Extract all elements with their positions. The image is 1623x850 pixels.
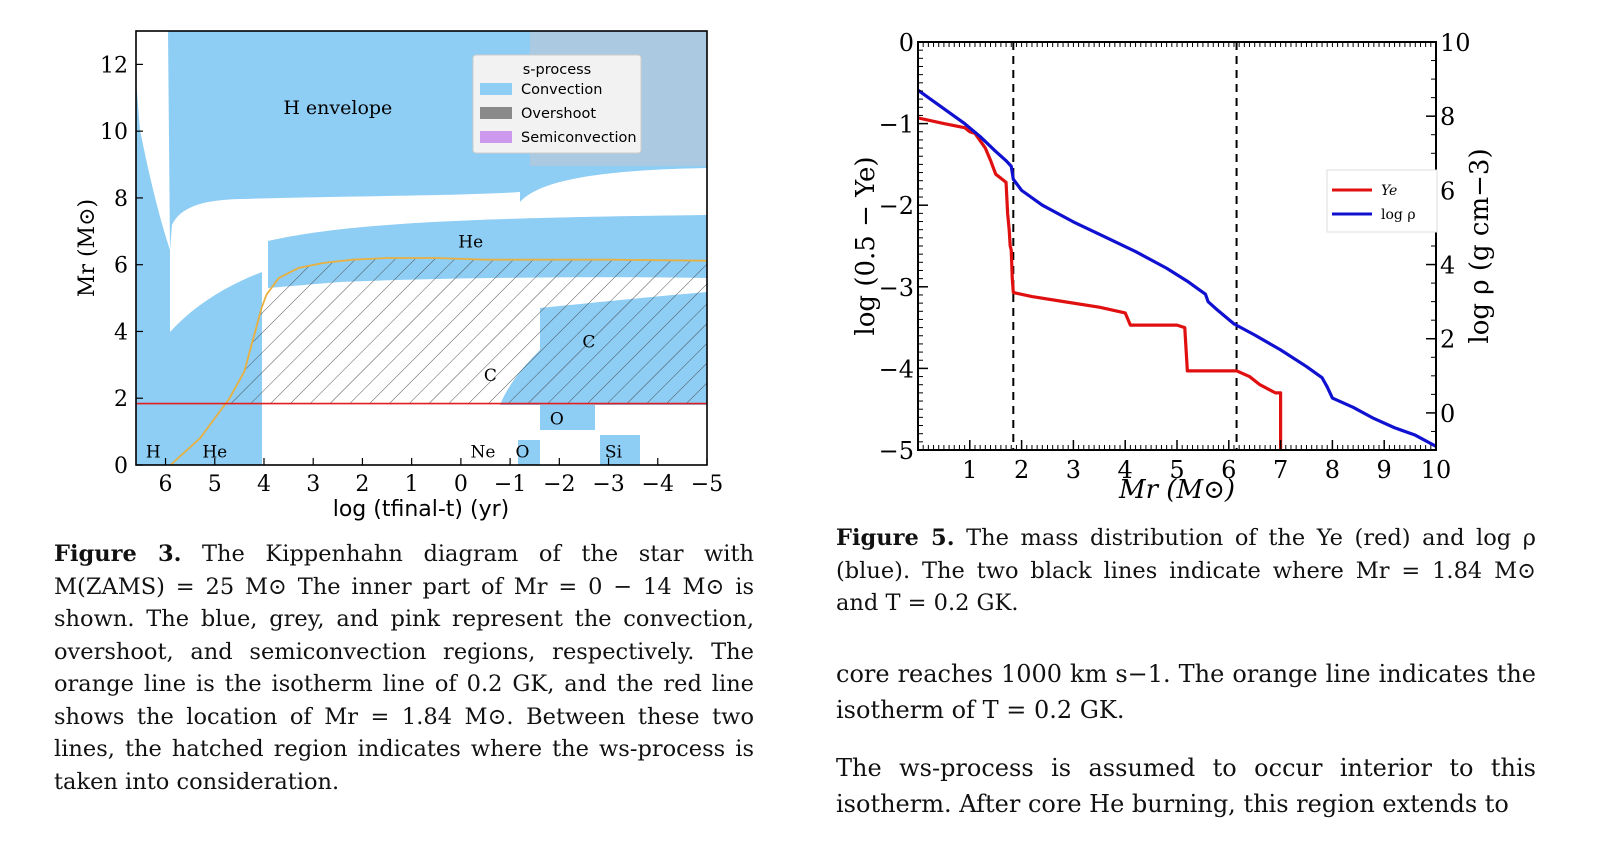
region-label: Si <box>605 443 623 463</box>
kippenhahn-xtick-label: −1 <box>494 472 526 497</box>
region-label: C <box>484 366 497 386</box>
region-label: Ne <box>471 443 496 463</box>
figure5-caption: Figure 5. The mass distribution of the Y… <box>836 522 1536 620</box>
ye-rho-ytick-right-label: 6 <box>1440 177 1455 205</box>
ye-rho-xtick-label: 7 <box>1273 456 1288 484</box>
kippenhahn-xtick-label: −5 <box>691 472 723 497</box>
legend-swatch-convection <box>480 83 512 95</box>
region-label: O <box>550 409 564 429</box>
figure3-caption: Figure 3. The Kippenhahn diagram of the … <box>54 538 754 798</box>
ye-rho-ylabel-right: log ρ (g cm−3) <box>1465 148 1495 343</box>
kippenhahn-xtick-label: 6 <box>159 472 173 497</box>
figure3-label: Figure 3. <box>54 541 182 567</box>
h-core-convection-region <box>136 80 170 465</box>
ye-rho-ytick-label: −1 <box>879 111 914 139</box>
series-line-rho <box>918 88 1436 448</box>
ye-rho-ytick-right-label: 8 <box>1440 103 1455 131</box>
ye-rho-xlabel: Mr (M⊙) <box>1118 475 1235 505</box>
kippenhahn-ytick-label: 12 <box>100 53 128 78</box>
ye-rho-ytick-right-label: 0 <box>1440 400 1455 428</box>
kippenhahn-xtick-label: −3 <box>592 472 624 497</box>
kippenhahn-xlabel: log (tfinal-t) (yr) <box>333 497 510 522</box>
ye-rho-ytick-right-label: 2 <box>1440 326 1455 354</box>
region-label: He <box>458 232 483 252</box>
kippenhahn-ytick-label: 6 <box>114 254 128 279</box>
ye-rho-chart: 1 2 3 4 5 6 7 8 9 10 0 −1 −2 −3 −4 −5 10 8 6 4 2 0 Ye log ρ… <box>851 29 1495 505</box>
region-label: O <box>515 443 529 463</box>
region-label: H <box>146 443 161 463</box>
figure5-label: Figure 5. <box>836 525 955 551</box>
ye-rho-ylabel-left: log (0.5 − Ye) <box>851 156 881 335</box>
region-label: He <box>202 443 227 463</box>
ye-rho-plot-area <box>918 42 1436 450</box>
region-label: H envelope <box>283 97 392 119</box>
o-core-convection-region <box>518 440 540 465</box>
legend-swatch-overshoot <box>480 107 512 119</box>
ye-rho-xtick-label: 9 <box>1377 456 1392 484</box>
kippenhahn-ytick-label: 0 <box>114 454 128 479</box>
legend-title: s-process <box>523 62 592 78</box>
kippenhahn-xtick-label: 4 <box>257 472 271 497</box>
kippenhahn-xtick-label: 3 <box>306 472 320 497</box>
kippenhahn-xtick-label: 0 <box>454 472 468 497</box>
figure3-caption-text: The Kippenhahn diagram of the star with … <box>54 541 754 795</box>
ye-rho-xtick-label: 10 <box>1421 456 1452 484</box>
ye-rho-ytick-label: −3 <box>879 274 914 302</box>
ye-rho-legend: Ye log ρ <box>1326 169 1438 233</box>
kippenhahn-xtick-label: −2 <box>543 472 575 497</box>
ws-process-hatched-region <box>229 258 707 404</box>
kippenhahn-frame <box>135 30 708 466</box>
he-core-convection-region <box>170 272 262 465</box>
ye-rho-ytick-right-label: 4 <box>1440 252 1455 280</box>
body-paragraph-1: core reaches 1000 km s−1. The orange lin… <box>836 660 1536 724</box>
ye-rho-xtick-label: 3 <box>1066 456 1081 484</box>
series-line-ye <box>918 116 1283 450</box>
kippenhahn-ytick-label: 10 <box>100 120 128 145</box>
si-convection-region <box>600 435 640 465</box>
body-paragraph-2: The ws-process is assumed to occur inter… <box>836 754 1536 818</box>
kippenhahn-ylabel: Mr (M⊙) <box>75 199 100 297</box>
ye-rho-xtick-label: 6 <box>1221 456 1236 484</box>
isotherm-line <box>169 257 708 466</box>
legend-swatch-semiconvection <box>480 131 512 143</box>
ye-rho-xtick-label: 5 <box>1169 456 1184 484</box>
figure5-caption-text: The mass distribution of the Ye (red) an… <box>836 525 1537 616</box>
kippenhahn-ytick-label: 4 <box>114 320 128 345</box>
ye-rho-ytick-label: −2 <box>879 192 914 220</box>
ye-rho-xtick-label: 1 <box>962 456 977 484</box>
legend-label-convection: Convection <box>521 82 602 98</box>
ye-rho-xtick-label: 8 <box>1325 456 1340 484</box>
kippenhahn-legend: s-process Convection Overshoot Semiconve… <box>472 54 642 154</box>
kippenhahn-xtick-label: 5 <box>208 472 222 497</box>
ye-rho-ytick-label: 0 <box>899 29 914 57</box>
ye-rho-ytick-label: −5 <box>879 437 914 465</box>
kippenhahn-xtick-label: −4 <box>642 472 674 497</box>
legend-label-ye: Ye <box>1381 183 1397 199</box>
kippenhahn-ytick-label: 8 <box>114 187 128 212</box>
ye-rho-ytick-right-label: 10 <box>1440 29 1471 57</box>
region-label: C <box>582 332 595 352</box>
legend-label-rho: log ρ <box>1381 207 1416 223</box>
o-shell-convection-region <box>540 405 595 430</box>
kippenhahn-xtick-label: 1 <box>405 472 419 497</box>
ye-rho-xtick-label: 2 <box>1014 456 1029 484</box>
ye-rho-xtick-label: 4 <box>1118 456 1133 484</box>
kippenhahn-ytick-label: 2 <box>114 387 128 412</box>
legend-label-overshoot: Overshoot <box>521 106 596 122</box>
legend-label-semiconvection: Semiconvection <box>521 130 637 146</box>
ye-rho-ytick-label: −4 <box>879 355 914 383</box>
kippenhahn-xtick-label: 2 <box>355 472 369 497</box>
